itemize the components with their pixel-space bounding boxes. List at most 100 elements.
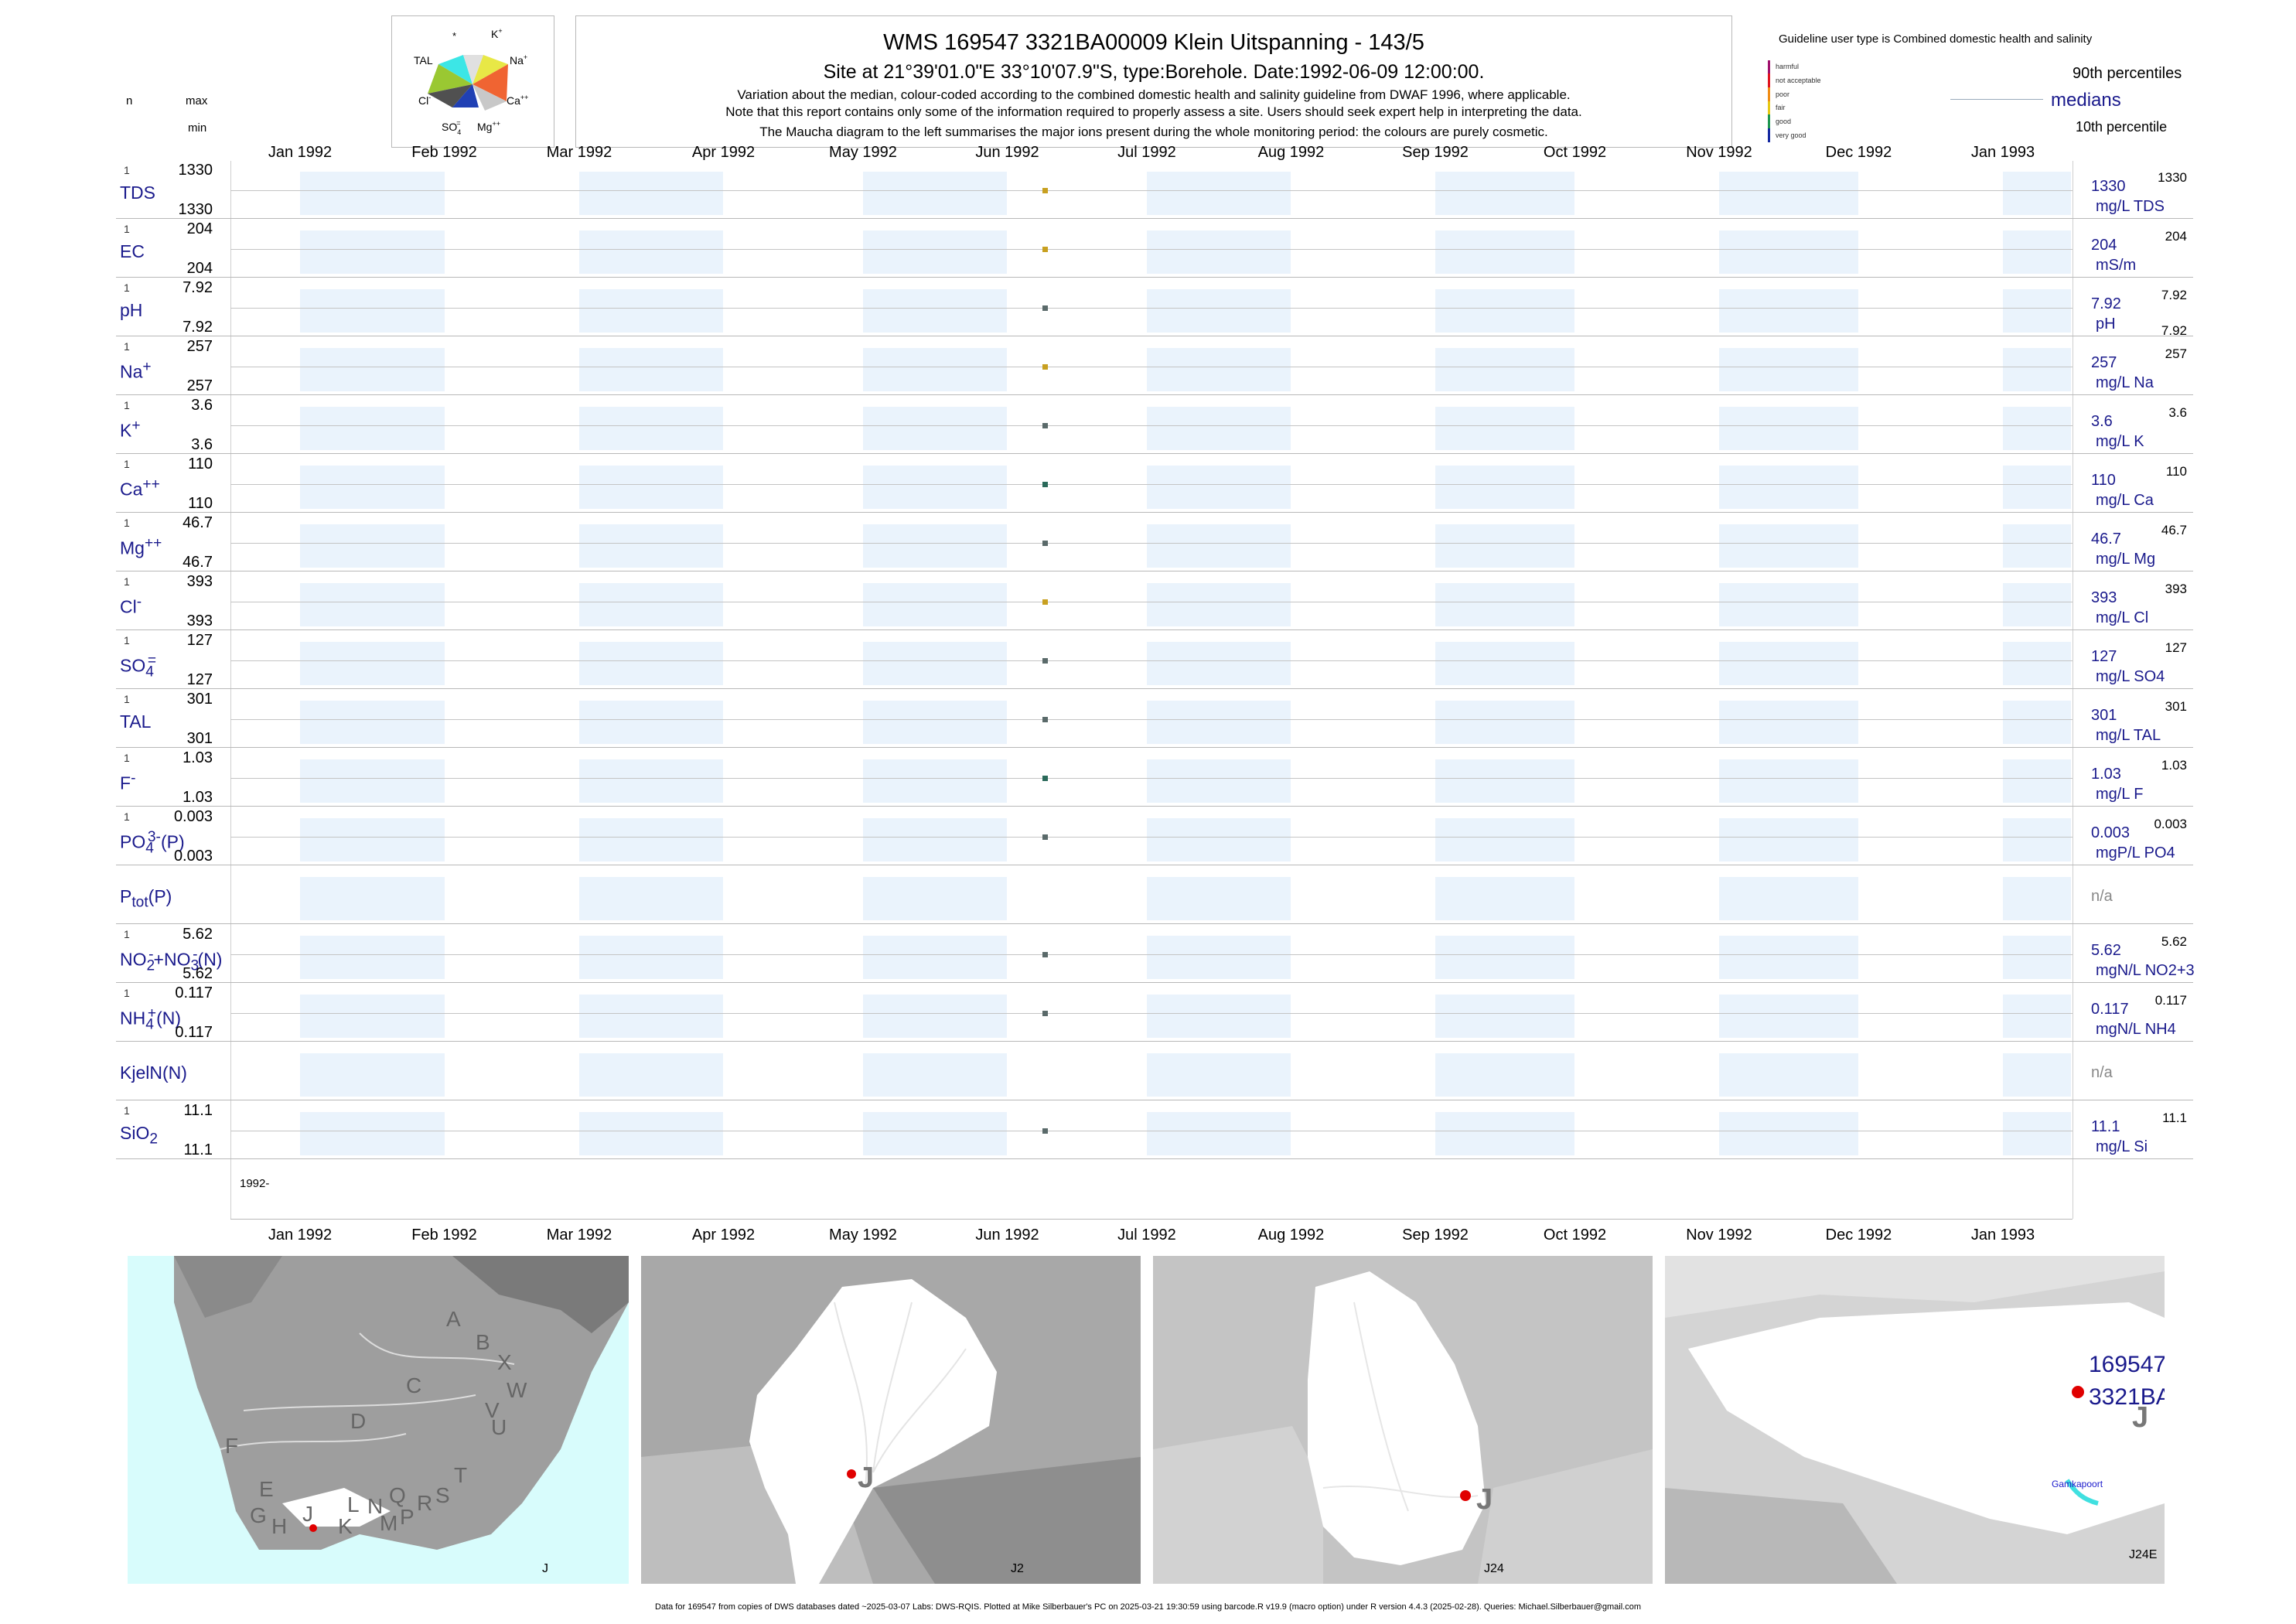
month-band: [578, 995, 724, 1038]
month-label-top: May 1992: [829, 144, 897, 161]
month-band: [300, 289, 445, 333]
param-max: 5.62: [183, 926, 213, 943]
map-region-letter: U: [491, 1415, 507, 1439]
right-value: 0.117: [2091, 1001, 2129, 1018]
month-band: [862, 172, 1008, 215]
month-band: [1146, 818, 1291, 861]
month-band: [2003, 172, 2071, 215]
month-band: [862, 877, 1008, 920]
row-separator: [116, 923, 2193, 924]
plot-left-border: [230, 161, 231, 1219]
row-separator: [116, 747, 2193, 748]
param-label: TDS: [120, 183, 155, 203]
sample-point: [1042, 952, 1048, 957]
map-region-letter: J: [302, 1502, 313, 1526]
month-band: [578, 701, 724, 744]
map-j24e-place: Gamkapoort: [2052, 1479, 2103, 1489]
right-value: 204: [2091, 237, 2117, 254]
param-n: 1: [124, 634, 130, 647]
month-label-top: Apr 1992: [691, 144, 756, 161]
legend-medians: medians: [2051, 90, 2121, 111]
legend-p10: 10th percentile: [2076, 119, 2168, 135]
right-top-value: 257: [2165, 346, 2187, 361]
param-min: 204: [186, 260, 213, 277]
description-line-1: Variation about the median, colour-coded…: [737, 87, 1571, 102]
param-n: 1: [124, 575, 130, 588]
month-band: [578, 407, 724, 450]
right-top-value: 7.92: [2161, 288, 2187, 302]
param-max: 46.7: [183, 514, 213, 531]
param-n: 1: [124, 281, 130, 294]
row-separator: [116, 277, 2193, 278]
right-value: 5.62: [2091, 942, 2121, 959]
month-label-top: Jun 1992: [975, 144, 1039, 161]
month-band: [578, 877, 724, 920]
right-unit: mg/L TDS: [2096, 198, 2165, 215]
right-unit: mgP/L PO4: [2096, 844, 2175, 861]
sample-point: [1042, 1011, 1048, 1016]
month-band: [1146, 936, 1291, 979]
title-box: WMS 169547 3321BA00009 Klein Uitspanning…: [575, 15, 1732, 148]
month-band: [2003, 995, 2071, 1038]
right-unit: mgN/L NO2+3: [2096, 962, 2195, 979]
median-line: [230, 660, 2073, 661]
param-max: 1330: [178, 162, 213, 179]
month-band: [1146, 701, 1291, 744]
month-band: [1435, 877, 1575, 920]
plot-bottom-border: [230, 1219, 2073, 1220]
year-label: 1992-: [240, 1177, 270, 1190]
param-n: 1: [124, 223, 130, 235]
right-top-value: 301: [2165, 699, 2187, 714]
maucha-label-na: Na+: [510, 53, 527, 67]
right-value: 127: [2091, 648, 2117, 665]
row-separator: [116, 806, 2193, 807]
right-value-na: n/a: [2091, 888, 2113, 905]
right-unit: mg/L K: [2096, 433, 2144, 450]
month-band: [2003, 642, 2071, 685]
guideline-legend: harmful not acceptable poor fair good ve…: [1768, 60, 1830, 142]
month-band: [300, 1112, 445, 1155]
month-band: [578, 172, 724, 215]
month-band: [1719, 936, 1859, 979]
right-value: 393: [2091, 589, 2117, 606]
site-subtitle: Site at 21°39'01.0"E 33°10'07.9"S, type:…: [823, 61, 1485, 83]
month-band: [1435, 642, 1575, 685]
map-j24-catchment-svg: [1153, 1271, 1653, 1584]
month-band: [1146, 230, 1291, 274]
min-label: min: [188, 121, 207, 135]
month-band: [2003, 524, 2071, 568]
param-min: 127: [186, 671, 213, 688]
month-band: [300, 877, 445, 920]
right-unit: mg/L SO4: [2096, 668, 2165, 685]
map-region-letter: F: [225, 1434, 239, 1458]
param-min: 1330: [178, 201, 213, 218]
month-label-top: Dec 1992: [1825, 144, 1892, 161]
month-band: [300, 407, 445, 450]
median-line: [230, 308, 2073, 309]
param-min: 1.03: [183, 789, 213, 806]
month-band: [300, 348, 445, 391]
right-value: 3.6: [2091, 413, 2113, 430]
legend-fair: fair: [1776, 104, 1786, 111]
month-band: [578, 230, 724, 274]
month-band: [1435, 230, 1575, 274]
month-label-top: Jul 1992: [1117, 144, 1176, 161]
month-band: [1719, 759, 1859, 803]
month-label-top: Aug 1992: [1257, 144, 1325, 161]
median-line: [230, 719, 2073, 720]
param-max: 127: [186, 632, 213, 649]
sample-point: [1042, 658, 1048, 664]
month-label-top: Sep 1992: [1402, 144, 1469, 161]
month-band: [1719, 995, 1859, 1038]
map-j-catchment-letter: J: [858, 1462, 875, 1494]
month-band: [862, 701, 1008, 744]
month-band: [1435, 759, 1575, 803]
month-band: [578, 642, 724, 685]
median-line: [230, 484, 2073, 485]
month-band: [1435, 1112, 1575, 1155]
month-band: [1146, 289, 1291, 333]
param-max: 0.003: [173, 808, 213, 825]
map-j24-catchment-letter: J: [1476, 1483, 1493, 1516]
month-label-top: Feb 1992: [411, 144, 477, 161]
param-n: 1: [124, 987, 130, 999]
